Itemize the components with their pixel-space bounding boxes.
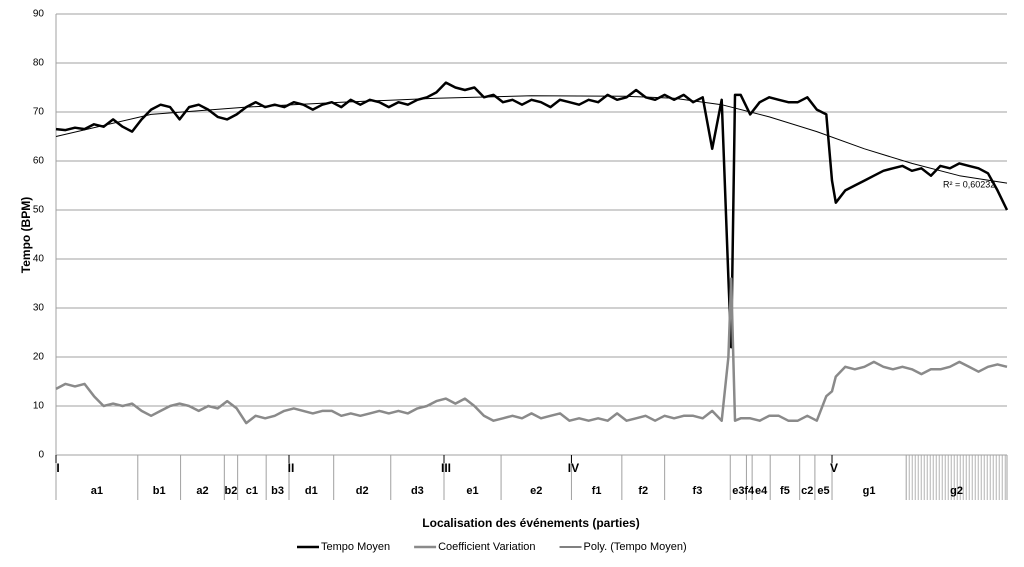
part-label: g2 — [950, 485, 963, 497]
x-axis-title: Localisation des événements (parties) — [422, 516, 639, 530]
section-label: IV — [568, 461, 579, 475]
part-label: d2 — [356, 485, 369, 497]
annotation: R² = 0,60232 — [943, 179, 995, 189]
part-label: b3 — [271, 485, 284, 497]
part-label: e5 — [817, 485, 829, 497]
y-tick-label: 60 — [33, 156, 45, 167]
y-tick-label: 10 — [33, 401, 45, 412]
y-axis-title: Tempo (BPM) — [19, 197, 33, 273]
section-label: III — [441, 461, 451, 475]
y-tick-label: 20 — [33, 352, 45, 363]
part-label: f3 — [693, 485, 703, 497]
part-label: f1 — [592, 485, 602, 497]
y-tick-label: 30 — [33, 303, 45, 314]
part-label: b2 — [225, 485, 238, 497]
part-label: a2 — [196, 485, 208, 497]
part-label: f4 — [744, 485, 755, 497]
legend-label: Tempo Moyen — [321, 541, 390, 553]
section-label: II — [288, 461, 295, 475]
part-label: f2 — [638, 485, 648, 497]
section-label: I — [56, 461, 59, 475]
legend-label: Coefficient Variation — [438, 541, 535, 553]
part-label: e1 — [466, 485, 478, 497]
y-tick-label: 40 — [33, 254, 45, 265]
part-label: e2 — [530, 485, 542, 497]
series-line — [55, 277, 1008, 425]
y-tick-label: 90 — [33, 9, 45, 20]
part-label: g1 — [863, 485, 876, 497]
part-label: f5 — [780, 485, 790, 497]
series-line — [55, 95, 1008, 184]
series-line — [55, 81, 1009, 349]
y-tick-label: 0 — [38, 450, 44, 461]
part-label: e3 — [732, 485, 744, 497]
part-label: a1 — [91, 485, 103, 497]
y-tick-label: 50 — [33, 205, 45, 216]
part-label: e4 — [755, 485, 768, 497]
part-label: c1 — [246, 485, 258, 497]
part-label: c2 — [801, 485, 813, 497]
y-tick-label: 70 — [33, 107, 45, 118]
y-tick-label: 80 — [33, 58, 45, 69]
part-label: d3 — [411, 485, 424, 497]
section-label: V — [830, 461, 838, 475]
legend-label: Poly. (Tempo Moyen) — [584, 541, 687, 553]
part-label: d1 — [305, 485, 318, 497]
part-label: b1 — [153, 485, 166, 497]
